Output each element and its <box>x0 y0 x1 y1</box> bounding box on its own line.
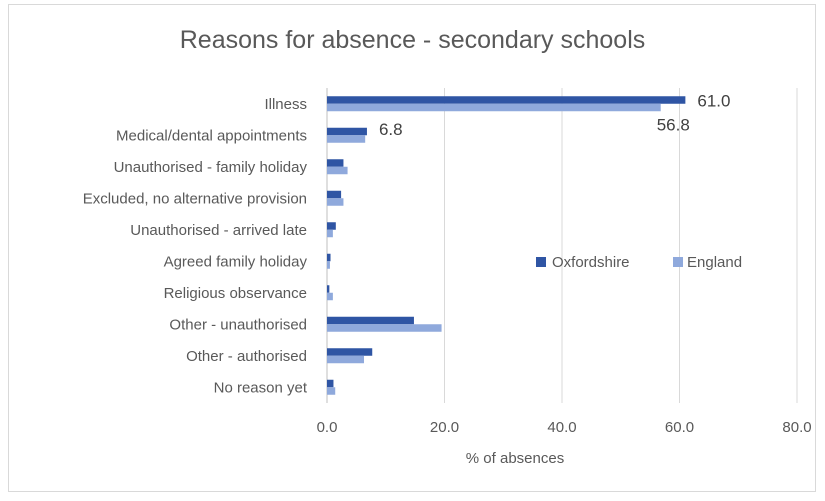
legend-swatch <box>536 257 546 267</box>
category-label: Illness <box>264 96 307 113</box>
bar-oxfordshire <box>327 127 367 136</box>
bar-oxfordshire <box>327 222 336 230</box>
category-label: Unauthorised - family holiday <box>114 159 308 176</box>
chart-title: Reasons for absence - secondary schools <box>179 26 646 54</box>
category-label: Religious observance <box>164 285 307 302</box>
x-tick-label: 40.0 <box>547 419 576 436</box>
x-tick-label: 60.0 <box>665 419 694 436</box>
bar-oxfordshire <box>327 348 373 356</box>
bar-england <box>327 166 348 175</box>
bar-england <box>327 229 333 238</box>
bar-england <box>327 103 661 112</box>
data-label: 61.0 <box>697 91 730 110</box>
legend-swatch <box>673 257 683 267</box>
bar-england <box>327 324 442 332</box>
category-label: Other - authorised <box>186 348 307 365</box>
bar-oxfordshire <box>327 253 331 262</box>
bar-england <box>327 261 330 269</box>
category-label: Unauthorised - arrived late <box>130 222 307 239</box>
bar-england <box>327 387 336 395</box>
category-label: Agreed family holiday <box>164 253 308 270</box>
bar-oxfordshire <box>327 159 344 167</box>
category-label: No reason yet <box>214 379 308 396</box>
bar-england <box>327 292 333 301</box>
labels: 0.0 20.0 40.0 60.0 80.0 Illness Medical/dental… <box>83 91 812 436</box>
bar-oxfordshire <box>327 96 686 104</box>
x-tick-label: 80.0 <box>782 419 811 436</box>
category-label: Excluded, no alternative provision <box>83 190 307 207</box>
chart-frame <box>8 4 816 492</box>
legend-label: Oxfordshire <box>552 254 630 271</box>
x-axis-title: % of absences <box>466 450 564 467</box>
x-tick-label: 0.0 <box>317 419 338 436</box>
bar-england <box>327 198 344 206</box>
bars <box>327 96 686 395</box>
category-label: Other - unauthorised <box>169 316 307 333</box>
category-label: Medical/dental appointments <box>116 127 307 144</box>
x-tick-label: 20.0 <box>430 419 459 436</box>
legend-label: England <box>687 254 742 271</box>
bar-oxfordshire <box>327 316 414 325</box>
bar-oxfordshire <box>327 285 330 293</box>
bar-england <box>327 355 365 364</box>
bar-england <box>327 135 366 143</box>
bar-oxfordshire <box>327 190 342 199</box>
bar-oxfordshire <box>327 379 334 388</box>
data-label: 56.8 <box>657 115 690 134</box>
legend: Oxfordshire England <box>536 254 742 271</box>
data-label: 6.8 <box>379 120 403 139</box>
